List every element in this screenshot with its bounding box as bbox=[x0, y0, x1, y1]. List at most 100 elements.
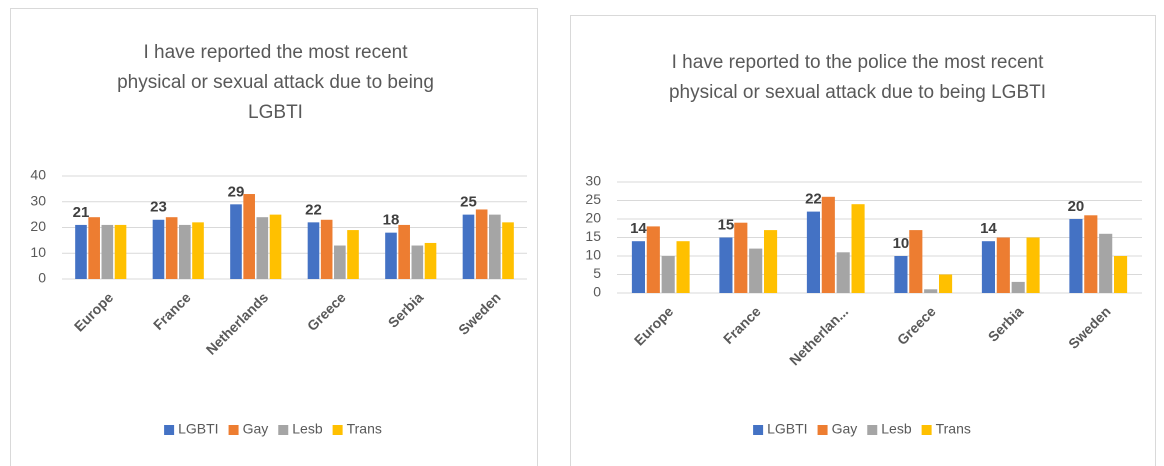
legend-label: Lesb bbox=[881, 421, 912, 437]
legend-label: LGBTI bbox=[767, 421, 807, 437]
data-label: 23 bbox=[150, 199, 167, 216]
bar bbox=[75, 224, 87, 279]
bar bbox=[909, 230, 923, 293]
chart-title: I have reported to the police the most r… bbox=[668, 52, 1047, 103]
bar bbox=[347, 230, 359, 279]
x-tick-label: Sweden bbox=[455, 289, 504, 338]
bar bbox=[334, 245, 346, 279]
data-label: 14 bbox=[630, 220, 647, 237]
bar bbox=[398, 224, 410, 279]
bar bbox=[1099, 233, 1113, 293]
bar bbox=[179, 224, 191, 279]
x-tick-label: Netherlan... bbox=[786, 303, 851, 368]
legend-swatch bbox=[278, 425, 289, 435]
data-label: 20 bbox=[1068, 198, 1085, 215]
y-tick-label: 0 bbox=[593, 284, 601, 300]
bar bbox=[981, 241, 995, 293]
data-label: 25 bbox=[460, 194, 477, 211]
data-label: 22 bbox=[805, 191, 822, 208]
legend-swatch bbox=[228, 425, 239, 435]
bar bbox=[996, 237, 1010, 293]
bar bbox=[939, 274, 953, 293]
bar bbox=[243, 194, 255, 279]
data-label: 21 bbox=[73, 204, 90, 221]
y-tick-label: 10 bbox=[585, 247, 601, 263]
x-tick-label: Netherlands bbox=[203, 289, 272, 358]
y-tick-label: 0 bbox=[38, 270, 46, 286]
legend-swatch bbox=[753, 425, 764, 435]
data-label: 14 bbox=[980, 220, 997, 237]
bar bbox=[676, 241, 690, 293]
bar bbox=[165, 217, 178, 279]
bar bbox=[385, 232, 397, 279]
legend-label: Lesb bbox=[292, 421, 323, 437]
bar bbox=[894, 256, 908, 293]
bar bbox=[1084, 215, 1098, 293]
bar bbox=[192, 222, 204, 279]
chart-frame bbox=[10, 8, 538, 466]
bar bbox=[1069, 219, 1083, 293]
bar bbox=[719, 237, 733, 293]
y-tick-label: 30 bbox=[30, 192, 46, 208]
bar bbox=[489, 214, 501, 279]
legend-label: Gay bbox=[243, 421, 269, 437]
bar bbox=[462, 214, 475, 279]
x-tick-label: Serbia bbox=[985, 303, 1027, 345]
y-tick-label: 25 bbox=[585, 191, 601, 207]
x-tick-label: Sweden bbox=[1065, 303, 1114, 352]
x-tick-label: France bbox=[720, 303, 764, 347]
legend-label: Trans bbox=[936, 421, 971, 437]
legend-swatch bbox=[817, 425, 828, 435]
y-tick-label: 5 bbox=[593, 265, 601, 281]
data-label: 10 bbox=[893, 235, 910, 252]
x-tick-label: Serbia bbox=[385, 289, 427, 331]
bar bbox=[307, 222, 320, 279]
legend-swatch bbox=[332, 425, 343, 435]
bar bbox=[256, 217, 269, 279]
bar bbox=[152, 219, 165, 279]
bar bbox=[836, 252, 850, 293]
legend-label: LGBTI bbox=[178, 421, 218, 437]
bar bbox=[1026, 237, 1040, 293]
legend-swatch bbox=[921, 425, 932, 435]
y-tick-label: 40 bbox=[30, 167, 46, 183]
bar bbox=[749, 248, 763, 293]
bar bbox=[646, 226, 660, 293]
x-tick-label: Greece bbox=[894, 303, 939, 348]
bar bbox=[269, 214, 282, 279]
bar bbox=[764, 230, 778, 293]
bar bbox=[411, 245, 424, 279]
legend-label: Trans bbox=[347, 421, 382, 437]
data-label: 18 bbox=[383, 212, 400, 229]
x-tick-label: France bbox=[150, 289, 194, 333]
legend-label: Gay bbox=[832, 421, 858, 437]
bar bbox=[502, 222, 514, 279]
y-tick-label: 20 bbox=[30, 218, 46, 234]
x-tick-label: Greece bbox=[304, 289, 349, 334]
bar bbox=[230, 204, 242, 279]
x-tick-label: Europe bbox=[631, 303, 677, 349]
bar bbox=[424, 242, 437, 279]
bar bbox=[475, 209, 488, 279]
chart-frame bbox=[570, 15, 1156, 466]
y-tick-label: 10 bbox=[30, 244, 46, 260]
bar bbox=[924, 289, 938, 293]
y-tick-label: 15 bbox=[585, 228, 601, 244]
data-label: 29 bbox=[228, 183, 245, 200]
bar bbox=[806, 211, 820, 293]
data-label: 15 bbox=[718, 216, 735, 233]
legend-swatch bbox=[867, 425, 878, 435]
bar bbox=[1114, 256, 1128, 293]
y-tick-label: 30 bbox=[585, 173, 601, 189]
bar bbox=[101, 224, 114, 279]
bar bbox=[631, 241, 645, 293]
y-tick-label: 20 bbox=[585, 210, 601, 226]
legend-swatch bbox=[164, 425, 175, 435]
chart-title: I have reported the most recent physical… bbox=[117, 42, 434, 123]
bar bbox=[734, 222, 748, 293]
bar bbox=[114, 224, 127, 279]
bar bbox=[661, 256, 675, 293]
bar bbox=[851, 204, 865, 293]
